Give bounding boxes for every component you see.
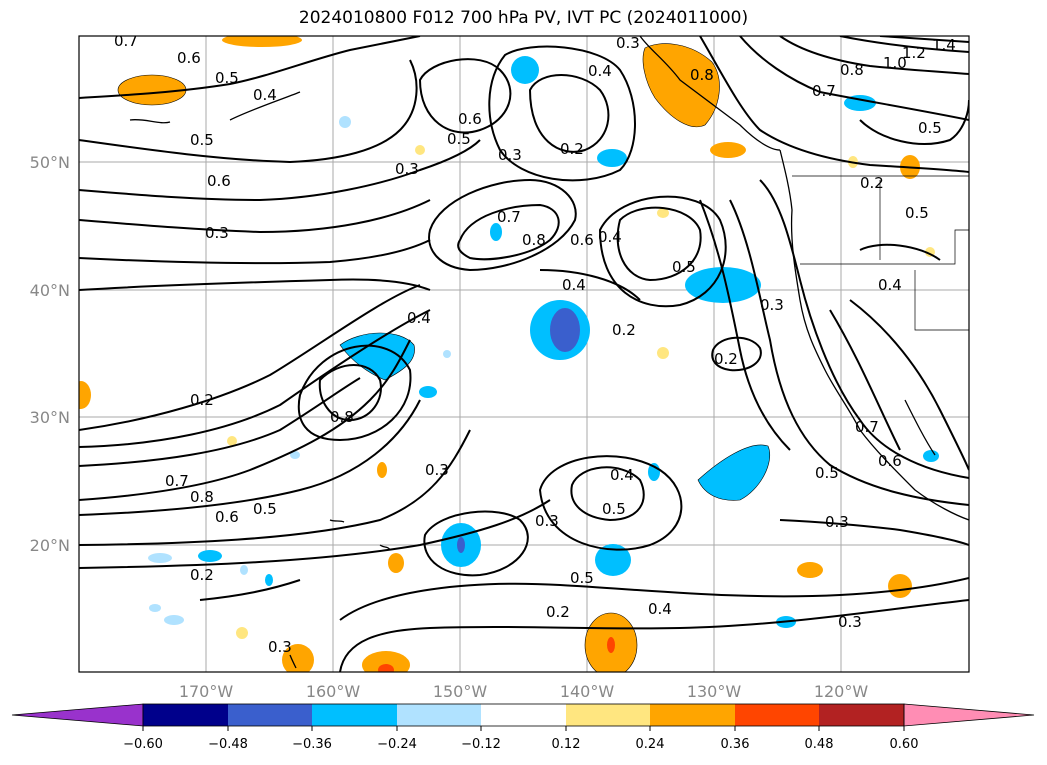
contour-label: 1.4 bbox=[932, 36, 956, 54]
contour-label: 0.5 bbox=[905, 204, 929, 222]
contour-label: 0.4 bbox=[878, 276, 902, 294]
contour-label: 0.8 bbox=[190, 488, 214, 506]
colorbar-bin bbox=[312, 704, 397, 726]
contour-label: 0.4 bbox=[562, 276, 586, 294]
colorbar-under-extension bbox=[11, 703, 144, 727]
contour-label: 0.2 bbox=[190, 566, 214, 584]
contour-label: 0.3 bbox=[616, 34, 640, 52]
contour-label: 0.5 bbox=[570, 569, 594, 587]
contour-label: 0.5 bbox=[918, 119, 942, 137]
colorbar-bin bbox=[819, 704, 904, 726]
colorbar-bin bbox=[143, 704, 228, 726]
contour-label: 0.5 bbox=[253, 500, 277, 518]
contour-label: 0.3 bbox=[498, 146, 522, 164]
contour-label: 0.6 bbox=[878, 452, 902, 470]
contour-label: 0.5 bbox=[672, 258, 696, 276]
contour-label: 0.3 bbox=[825, 513, 849, 531]
lat-label-40n: 40°N bbox=[30, 281, 70, 300]
contour-label: 0.4 bbox=[598, 228, 622, 246]
contour-label: 0.6 bbox=[207, 172, 231, 190]
latitude-labels: 50°N 40°N 30°N 20°N bbox=[30, 153, 70, 555]
map-frame bbox=[78, 35, 970, 673]
contour-label: 0.5 bbox=[815, 464, 839, 482]
colorbar-tick-label: 0.12 bbox=[552, 737, 581, 752]
contour-label: 0.8 bbox=[330, 408, 354, 426]
colorbar-bin bbox=[566, 704, 650, 726]
contour-label: 0.7 bbox=[812, 82, 836, 100]
contour-label: 0.8 bbox=[840, 61, 864, 79]
colorbar-tick-label: 0.48 bbox=[805, 737, 834, 752]
contour-label: 0.5 bbox=[447, 130, 471, 148]
contour-label: 0.3 bbox=[395, 160, 419, 178]
lat-label-20n: 20°N bbox=[30, 536, 70, 555]
contour-label: 0.4 bbox=[407, 309, 431, 327]
lat-label-50n: 50°N bbox=[30, 153, 70, 172]
contour-label: 0.3 bbox=[205, 224, 229, 242]
positive-anomaly-fills bbox=[79, 36, 935, 672]
colorbar-bin bbox=[397, 704, 481, 726]
contour-label: 0.2 bbox=[860, 174, 884, 192]
contour-label: 0.6 bbox=[458, 110, 482, 128]
contour-label: 0.4 bbox=[648, 600, 672, 618]
colorbar-tick-label: −0.60 bbox=[123, 737, 163, 752]
colorbar-tick-label: −0.48 bbox=[208, 737, 248, 752]
borders bbox=[792, 175, 969, 331]
contour-label: 0.6 bbox=[215, 508, 239, 526]
contour-label: 0.8 bbox=[690, 66, 714, 84]
lat-label-30n: 30°N bbox=[30, 408, 70, 427]
contour-label: 0.7 bbox=[114, 32, 138, 50]
contour-label: 0.2 bbox=[714, 350, 738, 368]
contour-label: 0.3 bbox=[760, 296, 784, 314]
contour-label: 0.7 bbox=[165, 472, 189, 490]
colorbar-frame bbox=[142, 703, 905, 727]
colorbar: −0.60 −0.48 −0.36 −0.24 −0.12 0.12 0.24 … bbox=[11, 703, 1035, 752]
contour-label: 1.0 bbox=[883, 54, 907, 72]
colorbar-bin bbox=[228, 704, 312, 726]
contour-label: 0.8 bbox=[522, 231, 546, 249]
contour-label: 0.2 bbox=[546, 603, 570, 621]
longitude-labels: 170°W 160°W 150°W 140°W 130°W 120°W bbox=[179, 682, 869, 701]
contour-label: 0.3 bbox=[535, 512, 559, 530]
contour-label: 0.2 bbox=[190, 391, 214, 409]
contour-label: 1.2 bbox=[902, 44, 926, 62]
contour-label: 0.4 bbox=[253, 86, 277, 104]
lon-label-160w: 160°W bbox=[306, 682, 361, 701]
colorbar-bin bbox=[481, 704, 566, 726]
map-title: 2024010800 F012 700 hPa PV, IVT PC (2024… bbox=[298, 8, 749, 28]
pv-contours bbox=[79, 36, 969, 672]
contour-labels: 0.7 0.6 0.5 0.4 0.5 0.6 0.3 0.6 0.5 0.3 … bbox=[114, 32, 956, 656]
contour-label: 0.2 bbox=[612, 321, 636, 339]
colorbar-tick-label: 0.24 bbox=[636, 737, 665, 752]
contour-label: 0.7 bbox=[497, 208, 521, 226]
colorbar-over-extension bbox=[903, 703, 1035, 727]
lon-label-150w: 150°W bbox=[433, 682, 488, 701]
lon-label-120w: 120°W bbox=[814, 682, 869, 701]
lon-label-140w: 140°W bbox=[560, 682, 615, 701]
contour-label: 0.4 bbox=[610, 466, 634, 484]
colorbar-tick-label: −0.12 bbox=[461, 737, 501, 752]
colorbar-bin bbox=[735, 704, 819, 726]
contour-label: 0.5 bbox=[215, 69, 239, 87]
contour-label: 0.6 bbox=[570, 231, 594, 249]
contour-label: 0.4 bbox=[588, 62, 612, 80]
colorbar-tick-label: −0.24 bbox=[377, 737, 417, 752]
contour-label: 0.2 bbox=[560, 140, 584, 158]
contour-label: 0.3 bbox=[425, 461, 449, 479]
colorbar-tick-label: −0.36 bbox=[292, 737, 332, 752]
colorbar-tick-label: 0.36 bbox=[721, 737, 750, 752]
contour-label: 0.5 bbox=[602, 500, 626, 518]
coastlines bbox=[129, 36, 969, 669]
contour-label: 0.3 bbox=[268, 638, 292, 656]
contour-label: 0.5 bbox=[190, 131, 214, 149]
contour-label: 0.6 bbox=[177, 49, 201, 67]
contour-label: 0.7 bbox=[855, 418, 879, 436]
contour-label: 0.3 bbox=[838, 613, 862, 631]
lon-label-130w: 130°W bbox=[687, 682, 742, 701]
colorbar-ticks bbox=[142, 726, 905, 731]
colorbar-tick-label: 0.60 bbox=[890, 737, 919, 752]
lon-label-170w: 170°W bbox=[179, 682, 234, 701]
colorbar-bin bbox=[650, 704, 735, 726]
